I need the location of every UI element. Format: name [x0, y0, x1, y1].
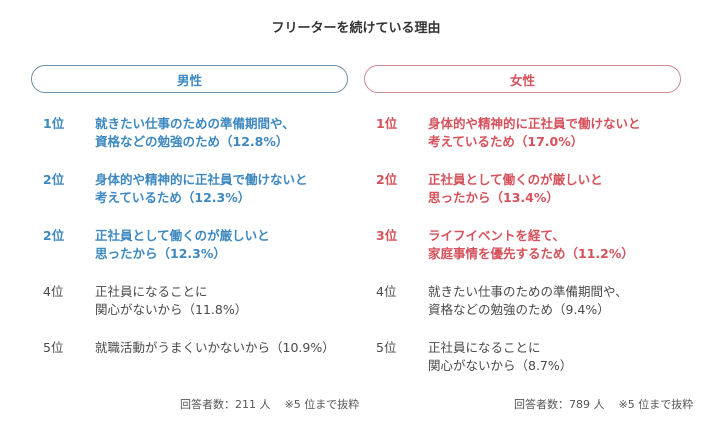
list-item: 1位 身体的や精神的に正社員で働けないと 考えているため（17.0%） [364, 115, 681, 151]
female-footer: 回答者数：789 人 ※5 位まで抜粋 [514, 396, 693, 412]
rank-label: 1位 [43, 116, 65, 131]
reason-text: 正社員として働くのが厳しいと 思ったから（13.4%） [428, 172, 603, 205]
reason-text: 正社員として働くのが厳しいと 思ったから（12.3%） [95, 228, 270, 261]
rank-label: 5位 [43, 340, 64, 355]
excerpt-note: ※5 位まで抜粋 [618, 398, 694, 411]
rank-label: 5位 [376, 340, 397, 355]
list-item: 4位 正社員になることに 関心がないから（11.8%） [31, 283, 348, 319]
list-item: 2位 正社員として働くのが厳しいと 思ったから（13.4%） [364, 171, 681, 207]
respondent-count: 回答者数：211 人 [180, 398, 271, 411]
reason-text: 就きたい仕事のための準備期間や、 資格などの勉強のため（9.4%） [428, 284, 628, 317]
male-header-pill: 男性 [31, 65, 348, 93]
reason-text: 正社員になることに 関心がないから（11.8%） [95, 284, 248, 317]
male-ranking-list: 1位 就きたい仕事のための準備期間や、 資格などの勉強のため（12.8%） 2位… [31, 115, 348, 357]
rank-label: 1位 [376, 116, 398, 131]
list-item: 2位 正社員として働くのが厳しいと 思ったから（12.3%） [31, 227, 348, 263]
list-item: 4位 就きたい仕事のための準備期間や、 資格などの勉強のため（9.4%） [364, 283, 681, 319]
rank-label: 4位 [376, 284, 397, 299]
rank-label: 2位 [43, 172, 65, 187]
reason-text: 就職活動がうまくいかないから（10.9%） [95, 340, 335, 355]
reason-text: 身体的や精神的に正社員で働けないと 考えているため（17.0%） [428, 116, 641, 149]
rank-label: 2位 [43, 228, 65, 243]
female-header-pill: 女性 [364, 65, 681, 93]
list-item: 5位 就職活動がうまくいかないから（10.9%） [31, 339, 348, 357]
male-footer: 回答者数：211 人 ※5 位まで抜粋 [180, 396, 359, 412]
list-item: 2位 身体的や精神的に正社員で働けないと 考えているため（12.3%） [31, 171, 348, 207]
respondent-count: 回答者数：789 人 [514, 398, 605, 411]
rank-label: 2位 [376, 172, 398, 187]
list-item: 5位 正社員になることに 関心がないから（8.7%） [364, 339, 681, 375]
reason-text: ライフイベントを経て、 家庭事情を優先するため（11.2%） [428, 228, 634, 261]
reason-text: 正社員になることに 関心がないから（8.7%） [428, 340, 573, 373]
female-column: 女性 1位 身体的や精神的に正社員で働けないと 考えているため（17.0%） 2… [364, 65, 681, 395]
female-ranking-list: 1位 身体的や精神的に正社員で働けないと 考えているため（17.0%） 2位 正… [364, 115, 681, 375]
rank-label: 4位 [43, 284, 64, 299]
page-title: フリーターを続けている理由 [271, 21, 441, 36]
excerpt-note: ※5 位まで抜粋 [284, 398, 360, 411]
list-item: 3位 ライフイベントを経て、 家庭事情を優先するため（11.2%） [364, 227, 681, 263]
reason-text: 身体的や精神的に正社員で働けないと 考えているため（12.3%） [95, 172, 308, 205]
male-column: 男性 1位 就きたい仕事のための準備期間や、 資格などの勉強のため（12.8%）… [31, 65, 348, 377]
rank-label: 3位 [376, 228, 398, 243]
list-item: 1位 就きたい仕事のための準備期間や、 資格などの勉強のため（12.8%） [31, 115, 348, 151]
reason-text: 就きたい仕事のための準備期間や、 資格などの勉強のため（12.8%） [95, 116, 295, 149]
